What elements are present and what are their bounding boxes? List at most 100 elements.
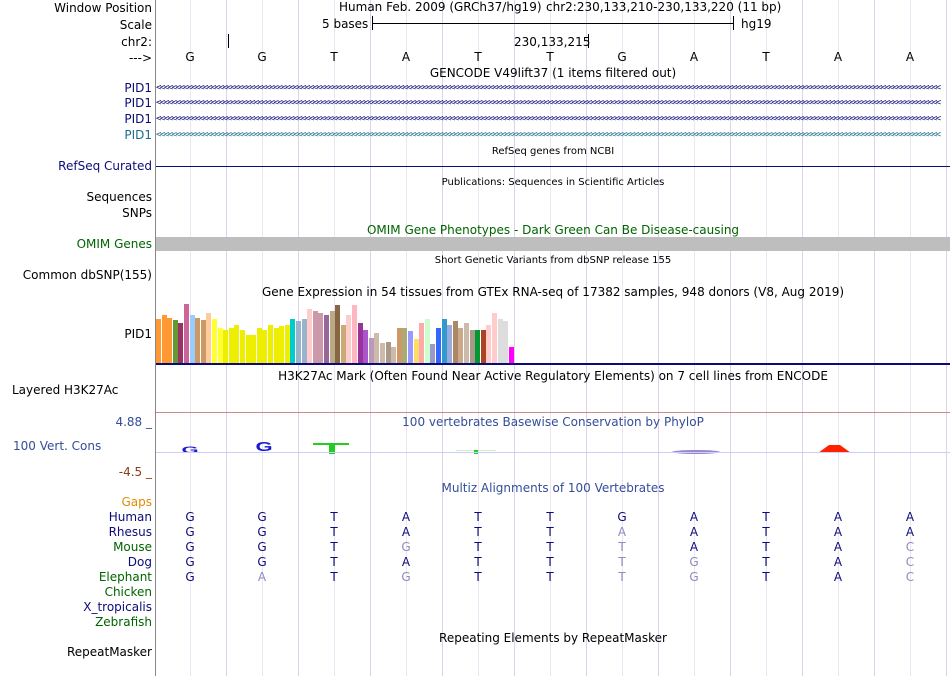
gtex-tissue-bar[interactable] <box>217 328 223 363</box>
gtex-tissue-bar[interactable] <box>424 319 430 363</box>
gtex-tissue-bar[interactable] <box>301 319 307 363</box>
species-label[interactable]: Chicken <box>104 585 152 599</box>
gtex-tissue-bar[interactable] <box>262 330 268 363</box>
gtex-tissue-bar[interactable] <box>200 320 206 363</box>
vert-cons-label[interactable]: 100 Vert. Cons <box>13 439 102 453</box>
gtex-tissue-bar[interactable] <box>408 331 413 363</box>
species-label[interactable]: Mouse <box>113 540 152 554</box>
gtex-tissue-bar[interactable] <box>447 325 453 363</box>
gtex-pid1-label[interactable]: PID1 <box>124 327 152 341</box>
gtex-tissue-bar[interactable] <box>161 315 167 363</box>
gtex-tissue-bar[interactable] <box>340 325 346 363</box>
gtex-tissue-bar[interactable] <box>469 330 475 363</box>
pid1-transcript-2[interactable]: <<<<<<<<<<<<<<<<<<<<<<<<<<<<<<<<<<<<<<<<… <box>156 99 941 107</box>
species-label[interactable]: Zebrafish <box>95 615 152 629</box>
layered-h3k27ac-label[interactable]: Layered H3K27Ac <box>12 383 119 397</box>
pid1-transcript-3[interactable]: <<<<<<<<<<<<<<<<<<<<<<<<<<<<<<<<<<<<<<<<… <box>156 115 941 123</box>
gtex-tissue-bar[interactable] <box>268 325 273 363</box>
gencode-pid1-label-4[interactable]: PID1 <box>124 128 152 142</box>
gtex-tissue-bar[interactable] <box>195 318 201 363</box>
gtex-tissue-bar[interactable] <box>324 315 329 363</box>
gtex-tissue-bar[interactable] <box>167 318 173 363</box>
gtex-tissue-bar[interactable] <box>178 323 184 363</box>
gtex-tissue-bar[interactable] <box>346 315 352 363</box>
gtex-tissue-bar[interactable] <box>380 343 385 363</box>
sequences-label[interactable]: Sequences <box>86 190 152 204</box>
species-label[interactable]: Rhesus <box>108 525 152 539</box>
gtex-tissue-bar[interactable] <box>234 325 240 363</box>
gtex-tissue-bar[interactable] <box>357 323 363 363</box>
species-label[interactable]: Elephant <box>98 570 152 584</box>
gtex-tissue-bar[interactable] <box>251 335 257 363</box>
pid1-transcript-1[interactable]: <<<<<<<<<<<<<<<<<<<<<<<<<<<<<<<<<<<<<<<<… <box>156 84 941 92</box>
snps-label[interactable]: SNPs <box>122 206 152 220</box>
gtex-tissue-bar[interactable] <box>296 321 301 363</box>
gtex-tissue-bar[interactable] <box>492 313 497 363</box>
species-label[interactable]: Dog <box>127 555 152 569</box>
gtex-tissue-bar[interactable] <box>436 328 441 363</box>
pid1-transcript-4[interactable]: <<<<<<<<<<<<<<<<<<<<<<<<<<<<<<<<<<<<<<<<… <box>156 131 941 139</box>
gtex-tissue-bar[interactable] <box>396 328 402 363</box>
gtex-tissue-bar[interactable] <box>385 342 391 363</box>
gtex-tissue-bar[interactable] <box>497 319 503 363</box>
gtex-tissue-bar[interactable] <box>172 320 178 363</box>
browser-image[interactable]: Human Feb. 2009 (GRCh37/hg19) chr2:230,1… <box>156 0 950 676</box>
species-label[interactable]: X_tropicalis <box>83 600 152 614</box>
gtex-tissue-bar[interactable] <box>413 339 419 363</box>
gtex-tissue-bar[interactable] <box>363 330 369 363</box>
gtex-tissue-bar[interactable] <box>279 326 285 363</box>
gtex-tissue-bar[interactable] <box>223 330 229 363</box>
gtex-tissue-bar[interactable] <box>419 323 425 363</box>
gtex-tissue-bar[interactable] <box>318 313 324 363</box>
gtex-bar-chart[interactable] <box>156 300 536 363</box>
gtex-tissue-bar[interactable] <box>329 311 335 363</box>
gtex-tissue-bar[interactable] <box>368 338 374 363</box>
species-label[interactable]: Human <box>108 510 152 524</box>
gtex-tissue-bar[interactable] <box>441 319 447 363</box>
gtex-tissue-bar[interactable] <box>290 319 296 363</box>
gtex-tissue-bar[interactable] <box>391 347 397 363</box>
gtex-tissue-bar[interactable] <box>184 304 189 363</box>
omim-genes-label[interactable]: OMIM Genes <box>76 237 152 251</box>
gtex-tissue-bar[interactable] <box>228 328 234 363</box>
gtex-tissue-bar[interactable] <box>352 305 357 363</box>
gtex-tissue-bar[interactable] <box>430 344 436 363</box>
alignment-base: T <box>546 525 554 539</box>
gtex-tissue-bar[interactable] <box>374 333 380 363</box>
gtex-tissue-bar[interactable] <box>486 325 492 363</box>
gtex-tissue-bar[interactable] <box>508 347 514 363</box>
gtex-tissue-bar[interactable] <box>480 330 486 363</box>
gtex-tissue-bar[interactable] <box>402 328 408 363</box>
gtex-tissue-bar[interactable] <box>245 335 251 363</box>
refseq-curated-label[interactable]: RefSeq Curated <box>58 159 152 173</box>
gtex-tissue-bar[interactable] <box>273 328 279 363</box>
alignment-base: A <box>833 525 843 539</box>
repeatmasker-label[interactable]: RepeatMasker <box>66 645 152 659</box>
gencode-pid1-label-2[interactable]: PID1 <box>124 96 152 110</box>
gencode-pid1-label-3[interactable]: PID1 <box>124 112 152 126</box>
h3k27ac-signal-line[interactable] <box>156 412 950 413</box>
gtex-tissue-bar[interactable] <box>335 305 341 363</box>
refseq-gene-line[interactable] <box>156 166 950 167</box>
gtex-tissue-bar[interactable] <box>464 323 469 363</box>
gtex-tissue-bar[interactable] <box>240 330 245 363</box>
gtex-tissue-bar[interactable] <box>212 319 217 363</box>
phylop-conservation-plot[interactable]: G G <box>156 436 950 458</box>
alignment-base: A <box>905 510 915 524</box>
gtex-tissue-bar[interactable] <box>156 319 161 363</box>
gtex-tissue-bar[interactable] <box>206 313 212 363</box>
alignment-base: A <box>833 510 843 524</box>
omim-gene-bar[interactable] <box>156 237 950 251</box>
gtex-tissue-bar[interactable] <box>475 330 481 363</box>
gtex-tissue-bar[interactable] <box>452 321 458 363</box>
gtex-tissue-bar[interactable] <box>284 325 290 363</box>
gtex-tissue-bar[interactable] <box>458 328 464 363</box>
gtex-tissue-bar[interactable] <box>256 328 262 363</box>
gtex-tissue-bar[interactable] <box>312 311 318 363</box>
center-coordinate: 230,133,215 <box>514 35 591 49</box>
gencode-pid1-label-1[interactable]: PID1 <box>124 81 152 95</box>
gtex-tissue-bar[interactable] <box>189 315 195 363</box>
gtex-tissue-bar[interactable] <box>307 309 313 363</box>
common-dbsnp-label[interactable]: Common dbSNP(155) <box>22 268 152 282</box>
gtex-tissue-bar[interactable] <box>503 321 509 363</box>
